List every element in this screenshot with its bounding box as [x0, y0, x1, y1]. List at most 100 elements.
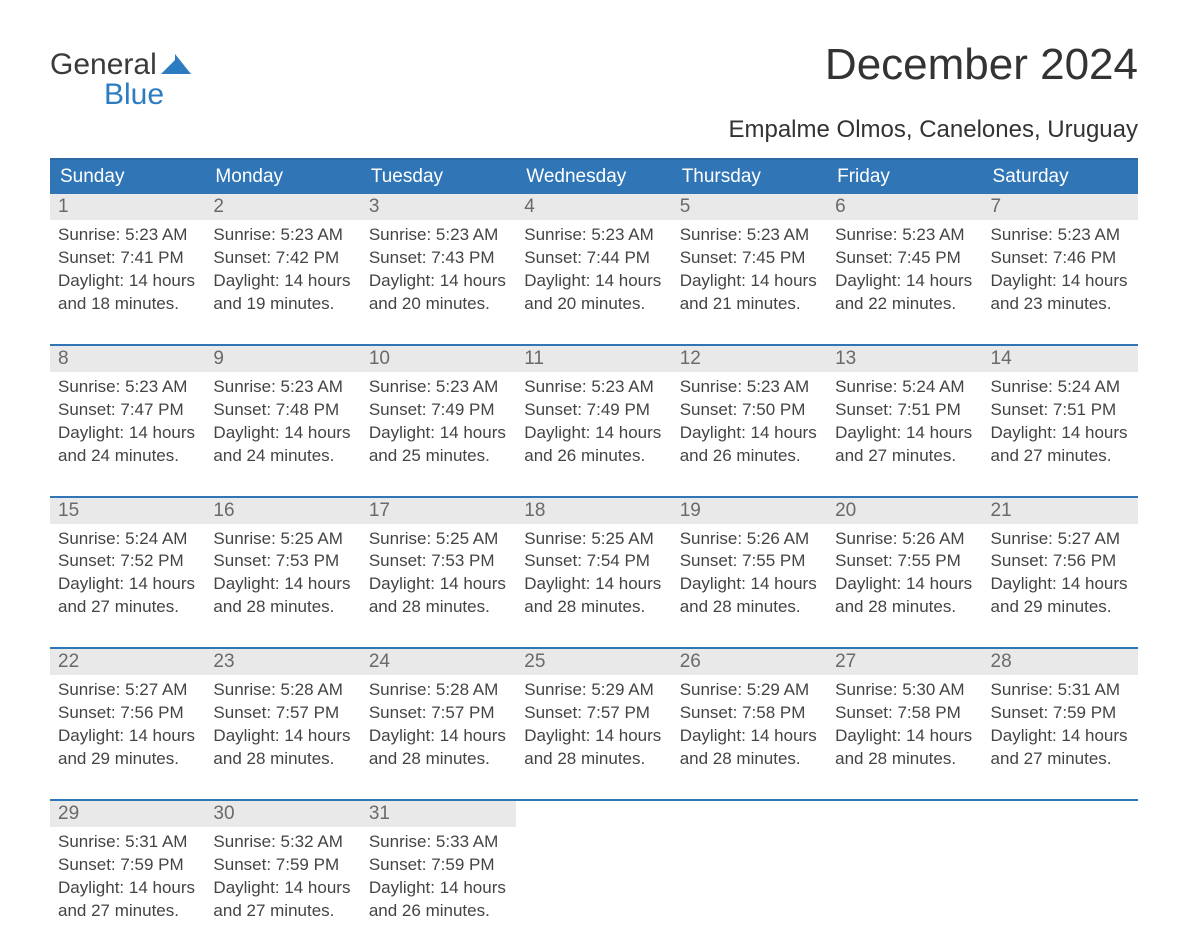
- sunrise-text: Sunrise: 5:23 AM: [213, 376, 352, 399]
- day-number: 9: [205, 346, 360, 372]
- day-number: 10: [361, 346, 516, 372]
- daylight-text: and 28 minutes.: [213, 748, 352, 771]
- day-cell: Sunrise: 5:24 AMSunset: 7:51 PMDaylight:…: [827, 372, 982, 497]
- sunrise-text: Sunrise: 5:24 AM: [58, 528, 197, 551]
- day-number: 8: [50, 346, 205, 372]
- sunrise-text: Sunrise: 5:26 AM: [835, 528, 974, 551]
- day-cell: Sunrise: 5:27 AMSunset: 7:56 PMDaylight:…: [983, 524, 1138, 649]
- day-cell: Sunrise: 5:23 AMSunset: 7:50 PMDaylight:…: [672, 372, 827, 497]
- day-header: Thursday: [672, 159, 827, 194]
- daylight-text: Daylight: 14 hours: [369, 270, 508, 293]
- daylight-text: and 26 minutes.: [524, 445, 663, 468]
- daylight-text: Daylight: 14 hours: [213, 422, 352, 445]
- day-cell: Sunrise: 5:23 AMSunset: 7:49 PMDaylight:…: [361, 372, 516, 497]
- day-cell: [672, 827, 827, 931]
- day-cell: [516, 827, 671, 931]
- day-content-row: Sunrise: 5:31 AMSunset: 7:59 PMDaylight:…: [50, 827, 1138, 931]
- sunrise-text: Sunrise: 5:31 AM: [991, 679, 1130, 702]
- daylight-text: and 28 minutes.: [835, 748, 974, 771]
- sunset-text: Sunset: 7:45 PM: [835, 247, 974, 270]
- day-header: Friday: [827, 159, 982, 194]
- sunrise-text: Sunrise: 5:27 AM: [991, 528, 1130, 551]
- sunrise-text: Sunrise: 5:30 AM: [835, 679, 974, 702]
- day-cell: Sunrise: 5:33 AMSunset: 7:59 PMDaylight:…: [361, 827, 516, 931]
- sunrise-text: Sunrise: 5:23 AM: [524, 224, 663, 247]
- daylight-text: Daylight: 14 hours: [680, 573, 819, 596]
- day-number-row: 891011121314: [50, 346, 1138, 372]
- daylight-text: Daylight: 14 hours: [369, 877, 508, 900]
- brand-logo: General Blue: [50, 40, 191, 110]
- day-number: 4: [516, 194, 671, 220]
- day-number: 7: [983, 194, 1138, 220]
- daylight-text: and 24 minutes.: [58, 445, 197, 468]
- daylight-text: and 28 minutes.: [213, 596, 352, 619]
- daylight-text: and 27 minutes.: [213, 900, 352, 923]
- sunrise-text: Sunrise: 5:25 AM: [213, 528, 352, 551]
- daylight-text: Daylight: 14 hours: [524, 573, 663, 596]
- day-number: 3: [361, 194, 516, 220]
- day-header: Saturday: [983, 159, 1138, 194]
- day-number: 30: [205, 801, 360, 827]
- sunrise-text: Sunrise: 5:23 AM: [369, 224, 508, 247]
- day-number: 29: [50, 801, 205, 827]
- day-header: Wednesday: [516, 159, 671, 194]
- day-number: 20: [827, 498, 982, 524]
- day-number: 25: [516, 649, 671, 675]
- day-number: 5: [672, 194, 827, 220]
- daylight-text: and 29 minutes.: [58, 748, 197, 771]
- daylight-text: Daylight: 14 hours: [835, 573, 974, 596]
- sunrise-text: Sunrise: 5:24 AM: [991, 376, 1130, 399]
- sunset-text: Sunset: 7:56 PM: [58, 702, 197, 725]
- sunset-text: Sunset: 7:55 PM: [835, 550, 974, 573]
- daylight-text: Daylight: 14 hours: [524, 270, 663, 293]
- day-number: 27: [827, 649, 982, 675]
- day-number: 12: [672, 346, 827, 372]
- sunset-text: Sunset: 7:53 PM: [369, 550, 508, 573]
- daylight-text: Daylight: 14 hours: [524, 725, 663, 748]
- daylight-text: Daylight: 14 hours: [369, 725, 508, 748]
- sunset-text: Sunset: 7:49 PM: [369, 399, 508, 422]
- sunset-text: Sunset: 7:47 PM: [58, 399, 197, 422]
- daylight-text: Daylight: 14 hours: [991, 573, 1130, 596]
- daylight-text: and 22 minutes.: [835, 293, 974, 316]
- sunset-text: Sunset: 7:58 PM: [835, 702, 974, 725]
- daylight-text: Daylight: 14 hours: [369, 422, 508, 445]
- daylight-text: Daylight: 14 hours: [991, 422, 1130, 445]
- sunset-text: Sunset: 7:49 PM: [524, 399, 663, 422]
- daylight-text: Daylight: 14 hours: [835, 422, 974, 445]
- daylight-text: Daylight: 14 hours: [58, 725, 197, 748]
- day-number-row: 1234567: [50, 194, 1138, 220]
- daylight-text: and 28 minutes.: [369, 748, 508, 771]
- day-cell: Sunrise: 5:26 AMSunset: 7:55 PMDaylight:…: [672, 524, 827, 649]
- day-number: 14: [983, 346, 1138, 372]
- day-cell: Sunrise: 5:29 AMSunset: 7:58 PMDaylight:…: [672, 675, 827, 800]
- daylight-text: and 20 minutes.: [369, 293, 508, 316]
- sunrise-text: Sunrise: 5:23 AM: [680, 376, 819, 399]
- sunset-text: Sunset: 7:48 PM: [213, 399, 352, 422]
- sunrise-text: Sunrise: 5:23 AM: [991, 224, 1130, 247]
- sunset-text: Sunset: 7:41 PM: [58, 247, 197, 270]
- day-cell: Sunrise: 5:25 AMSunset: 7:53 PMDaylight:…: [205, 524, 360, 649]
- day-number: 16: [205, 498, 360, 524]
- day-number: 31: [361, 801, 516, 827]
- daylight-text: and 26 minutes.: [680, 445, 819, 468]
- sunset-text: Sunset: 7:50 PM: [680, 399, 819, 422]
- day-number: 22: [50, 649, 205, 675]
- sunset-text: Sunset: 7:59 PM: [58, 854, 197, 877]
- sunrise-text: Sunrise: 5:23 AM: [58, 376, 197, 399]
- sunrise-text: Sunrise: 5:26 AM: [680, 528, 819, 551]
- day-header: Monday: [205, 159, 360, 194]
- sunset-text: Sunset: 7:58 PM: [680, 702, 819, 725]
- day-cell: Sunrise: 5:23 AMSunset: 7:43 PMDaylight:…: [361, 220, 516, 345]
- daylight-text: Daylight: 14 hours: [213, 270, 352, 293]
- sunset-text: Sunset: 7:46 PM: [991, 247, 1130, 270]
- daylight-text: and 27 minutes.: [58, 900, 197, 923]
- brand-mark-icon: [161, 50, 191, 80]
- sunrise-text: Sunrise: 5:28 AM: [213, 679, 352, 702]
- page-title: December 2024: [825, 40, 1138, 90]
- daylight-text: and 23 minutes.: [991, 293, 1130, 316]
- sunset-text: Sunset: 7:57 PM: [524, 702, 663, 725]
- sunset-text: Sunset: 7:56 PM: [991, 550, 1130, 573]
- daylight-text: and 20 minutes.: [524, 293, 663, 316]
- day-cell: [983, 827, 1138, 931]
